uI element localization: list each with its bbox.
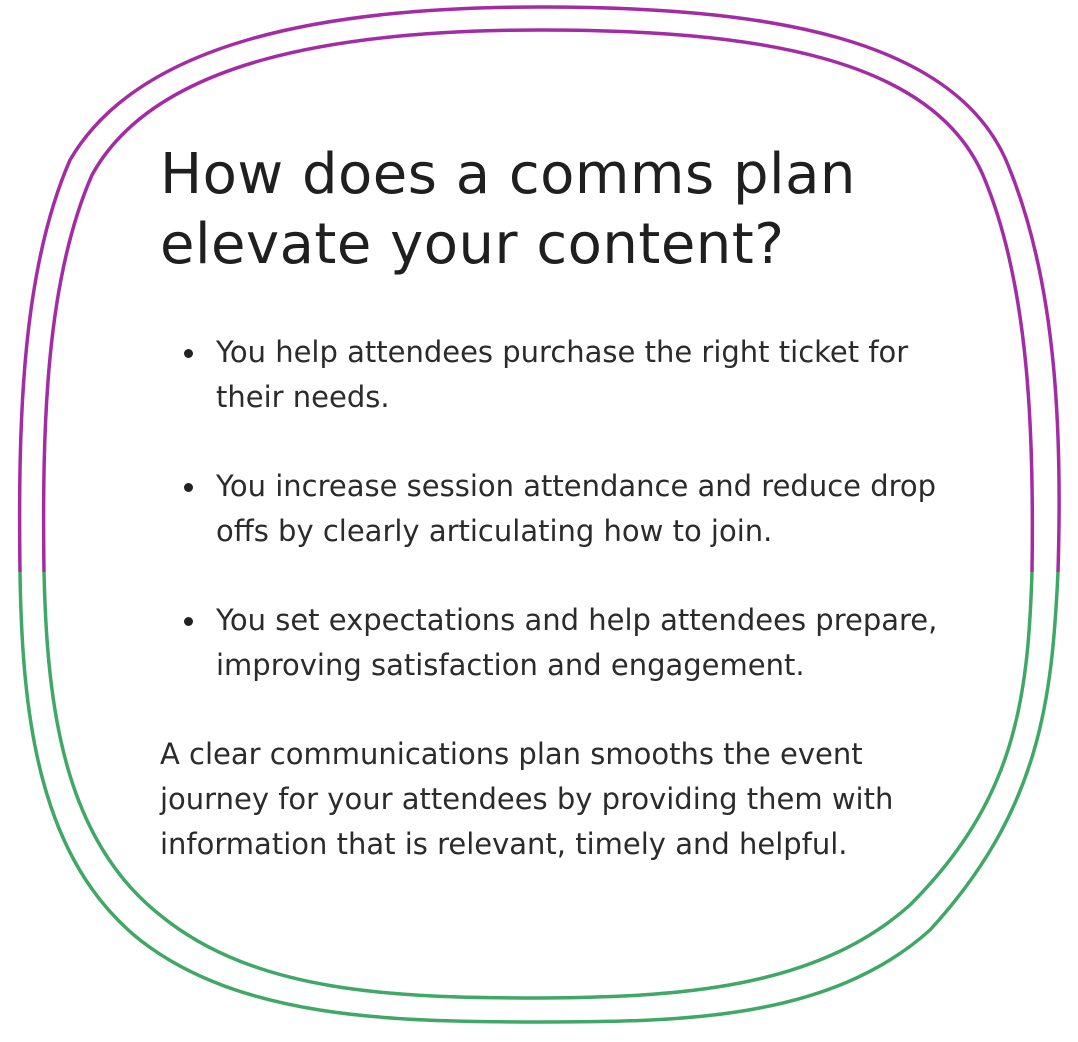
list-item: You increase session attendance and redu…: [160, 464, 960, 554]
content-card: How does a comms plan elevate your conte…: [160, 140, 960, 867]
bullet-icon: [184, 349, 193, 358]
list-item: You help attendees purchase the right ti…: [160, 330, 960, 420]
outer-outline-bottom: [18, 572, 1060, 1024]
benefits-list: You help attendees purchase the right ti…: [160, 330, 960, 688]
page-title: How does a comms plan elevate your conte…: [160, 142, 856, 277]
outer-outline-top: [17, 5, 1061, 572]
list-item-text: You help attendees purchase the right ti…: [216, 335, 909, 414]
summary-paragraph: A clear communications plan smooths the …: [160, 737, 894, 861]
bullet-icon: [184, 617, 193, 626]
bullet-icon: [184, 483, 193, 492]
list-item: You set expectations and help attendees …: [160, 598, 960, 688]
inner-outline-bottom: [42, 572, 1034, 1000]
list-item-text: You increase session attendance and redu…: [216, 469, 937, 548]
inner-outline-top: [41, 28, 1035, 572]
list-item-text: You set expectations and help attendees …: [216, 603, 938, 682]
